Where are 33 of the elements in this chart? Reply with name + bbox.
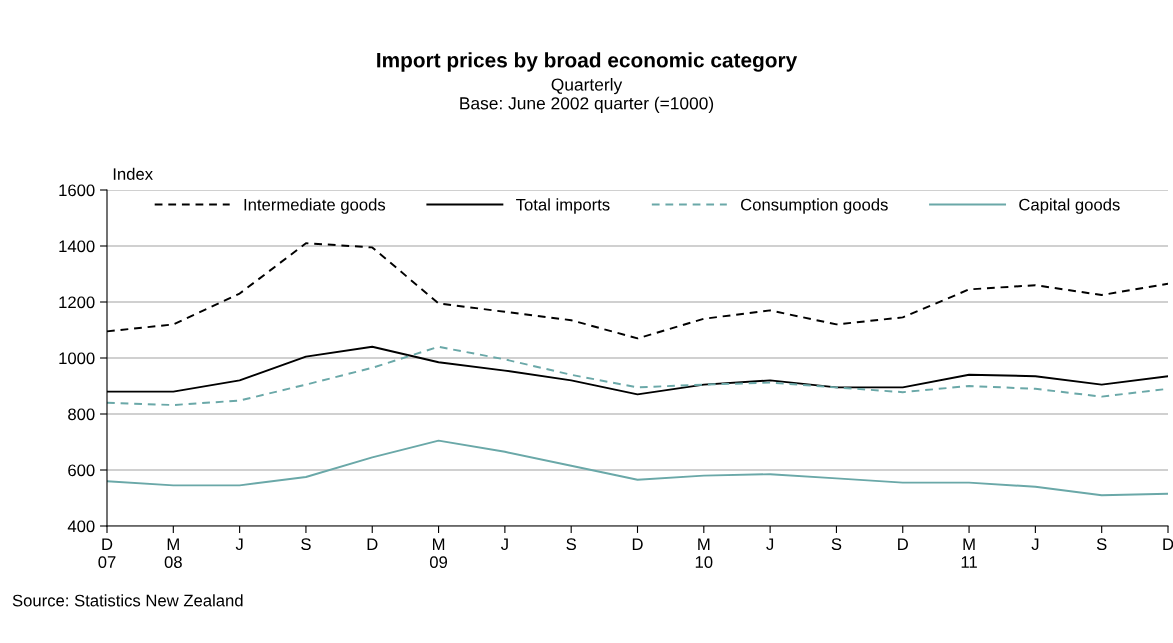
x-tick-label: M 08 <box>164 538 182 568</box>
y-tick-label: 1000 <box>59 352 95 365</box>
y-axis-title: Index <box>113 167 153 180</box>
y-tick-label: 600 <box>68 464 95 477</box>
x-tick-label: S <box>301 538 311 551</box>
x-tick-label: S <box>566 538 576 551</box>
x-tick-label: M 10 <box>695 538 713 568</box>
y-tick-label: 400 <box>67 520 95 533</box>
legend-label: Total imports <box>516 198 610 214</box>
x-tick-label: D <box>1163 538 1173 550</box>
x-tick-label: J <box>1031 538 1039 551</box>
x-tick-label: D <box>367 538 378 550</box>
y-tick-label: 1200 <box>59 296 95 309</box>
chart-title: Import prices by broad economic category <box>377 52 798 72</box>
y-tick-label: 1600 <box>59 184 95 197</box>
x-tick-label: M 09 <box>429 538 448 568</box>
x-tick-label: S <box>1096 538 1107 551</box>
source-note: Source: Statistics New Zealand <box>12 594 243 607</box>
y-tick-label: 1400 <box>59 240 95 253</box>
x-tick-label: M 11 <box>961 538 977 568</box>
y-tick-label: 800 <box>68 408 95 421</box>
x-tick-label: D <box>898 538 908 550</box>
legend-label: Intermediate goods <box>244 198 386 214</box>
x-tick-label: J <box>235 538 243 551</box>
chart-subtitle: Quarterly Base: June 2002 quarter (=1000) <box>460 78 714 113</box>
x-tick-label: J <box>500 538 508 551</box>
line-series <box>107 439 1168 497</box>
legend-label: Consumption goods <box>741 198 888 214</box>
x-tick-label: S <box>831 538 842 551</box>
x-tick-label: D <box>632 538 643 550</box>
x-tick-label: J <box>766 538 774 551</box>
legend-label: Capital goods <box>1019 198 1120 214</box>
x-tick-label: D 07 <box>98 538 116 568</box>
